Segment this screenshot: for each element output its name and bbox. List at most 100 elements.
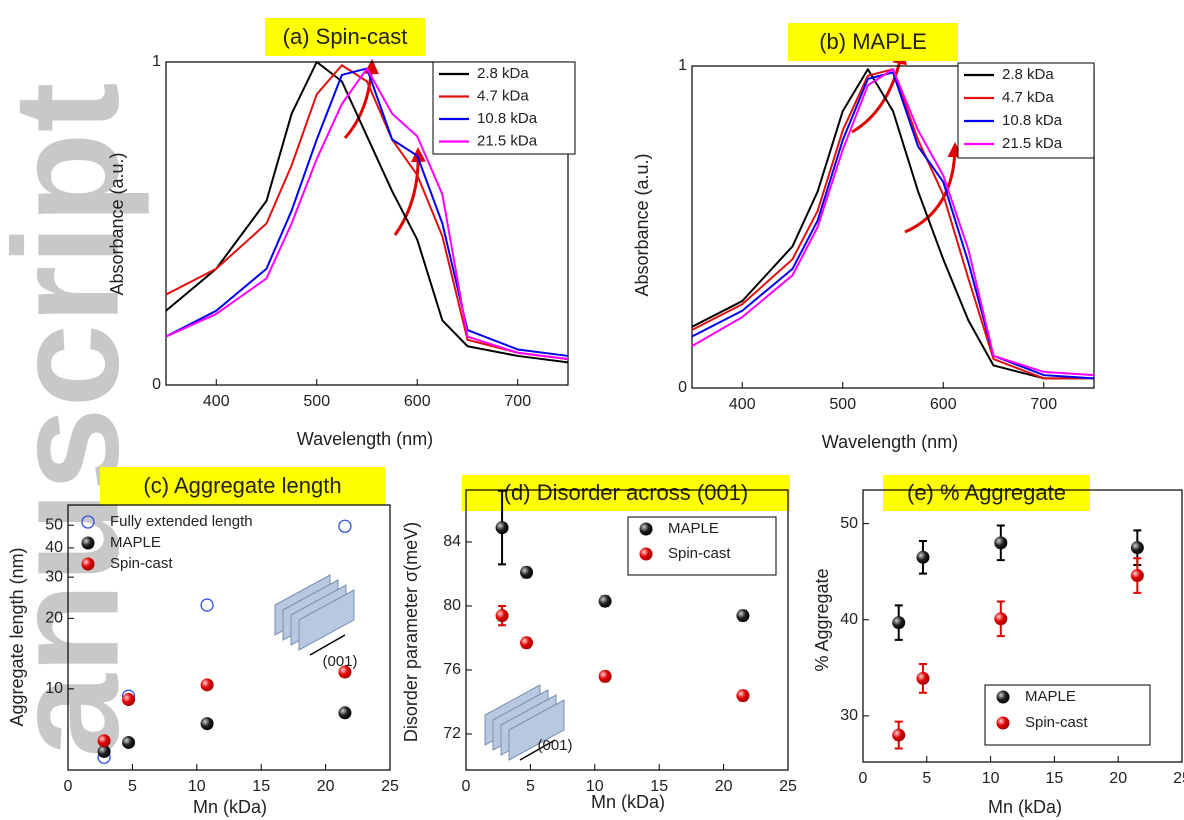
point bbox=[916, 550, 930, 564]
x-tick-label: 20 bbox=[317, 778, 335, 795]
title-box bbox=[100, 467, 385, 505]
point bbox=[495, 521, 509, 535]
y-tick-label: 40 bbox=[45, 539, 63, 556]
legend-swatch bbox=[639, 522, 653, 536]
point bbox=[892, 616, 906, 630]
x-tick-label: 700 bbox=[504, 393, 531, 410]
legend-label: Spin-cast bbox=[1025, 714, 1088, 731]
point bbox=[338, 706, 352, 720]
x-tick-label: 25 bbox=[1173, 770, 1184, 787]
y-tick-label: 20 bbox=[45, 610, 63, 627]
line bbox=[165, 67, 569, 361]
x-tick-label: 20 bbox=[715, 778, 733, 795]
chart-title: (c) Aggregate length bbox=[143, 473, 341, 498]
title-box bbox=[462, 475, 790, 511]
x-tick-label: 500 bbox=[829, 396, 856, 413]
y-axis-label: Absorbance (a.u.) bbox=[107, 152, 127, 295]
point bbox=[736, 689, 750, 703]
x-tick-label: 400 bbox=[729, 396, 756, 413]
legend-box bbox=[432, 61, 576, 155]
x-axis-label: Wavelength (nm) bbox=[822, 432, 958, 452]
legend-label: 2.8 kDa bbox=[477, 65, 529, 82]
point bbox=[97, 734, 111, 748]
point bbox=[916, 671, 930, 685]
y-tick-label: 50 bbox=[45, 516, 63, 533]
legend-label: 21.5 kDa bbox=[477, 132, 538, 149]
x-tick-label: 25 bbox=[779, 778, 797, 795]
point bbox=[994, 536, 1008, 550]
plot-frame bbox=[691, 65, 1095, 389]
plot-frame bbox=[862, 489, 1183, 763]
legend-label: Spin-cast bbox=[668, 545, 731, 562]
point bbox=[736, 609, 750, 623]
x-tick-label: 5 bbox=[128, 778, 137, 795]
x-tick-label: 15 bbox=[252, 778, 270, 795]
x-tick-label: 15 bbox=[650, 778, 668, 795]
plot-frame bbox=[67, 504, 391, 771]
legend-swatch bbox=[639, 547, 653, 561]
x-tick-label: 500 bbox=[303, 393, 330, 410]
legend-label: 21.5 kDa bbox=[1002, 135, 1063, 152]
y-tick-label: 1 bbox=[152, 53, 161, 70]
y-tick-label: 1 bbox=[678, 57, 687, 74]
legend-label: MAPLE bbox=[1025, 688, 1076, 705]
point bbox=[200, 678, 214, 692]
inset-arrow bbox=[309, 634, 556, 761]
x-axis-label: Mn (kDa) bbox=[193, 797, 267, 817]
x-axis-label: Mn (kDa) bbox=[591, 792, 665, 812]
title-box bbox=[883, 475, 1090, 511]
legend-label: 4.7 kDa bbox=[477, 87, 529, 104]
chart-title: (e) % Aggregate bbox=[907, 480, 1066, 505]
point bbox=[520, 565, 534, 579]
point bbox=[598, 594, 612, 608]
x-tick-label: 600 bbox=[404, 393, 431, 410]
point bbox=[1130, 541, 1144, 555]
point bbox=[338, 665, 352, 679]
point bbox=[1130, 569, 1144, 583]
x-tick-label: 600 bbox=[930, 396, 957, 413]
point bbox=[520, 636, 534, 650]
y-tick-label: 80 bbox=[443, 597, 461, 614]
legend-label: MAPLE bbox=[110, 534, 161, 551]
x-tick-label: 0 bbox=[859, 770, 868, 787]
point bbox=[200, 598, 214, 612]
annotation: (001) bbox=[537, 737, 572, 754]
chart-title: (a) Spin-cast bbox=[283, 24, 408, 49]
chart-title: (d) Disorder across (001) bbox=[504, 480, 749, 505]
y-tick-label: 84 bbox=[443, 533, 461, 550]
point bbox=[97, 744, 111, 758]
x-tick-label: 400 bbox=[203, 393, 230, 410]
y-axis-label: Disorder parameter σ(meV) bbox=[401, 522, 421, 742]
x-tick-label: 0 bbox=[64, 778, 73, 795]
x-axis-label: Wavelength (nm) bbox=[297, 429, 433, 449]
x-tick-label: 10 bbox=[982, 770, 1000, 787]
legend-label: 10.8 kDa bbox=[1002, 112, 1063, 129]
point bbox=[598, 669, 612, 683]
watermark: anuscript bbox=[0, 82, 150, 757]
title-box bbox=[788, 23, 958, 61]
chart-title: (b) MAPLE bbox=[819, 29, 927, 54]
legend-swatch bbox=[996, 716, 1010, 730]
x-tick-label: 5 bbox=[922, 770, 931, 787]
point bbox=[122, 693, 136, 707]
line bbox=[691, 68, 1094, 380]
y-axis-label: Aggregate length (nm) bbox=[7, 547, 27, 726]
x-tick-label: 20 bbox=[1109, 770, 1127, 787]
y-tick-label: 76 bbox=[443, 661, 461, 678]
plot-frame bbox=[465, 489, 789, 771]
legend-box bbox=[984, 684, 1151, 746]
x-tick-label: 10 bbox=[586, 778, 604, 795]
annotation: (001) bbox=[322, 653, 357, 670]
line bbox=[691, 68, 1095, 377]
x-tick-label: 0 bbox=[462, 778, 471, 795]
point bbox=[200, 717, 214, 731]
legend-swatch bbox=[996, 690, 1010, 704]
plot-frame bbox=[165, 61, 569, 386]
line bbox=[165, 64, 569, 361]
y-tick-label: 40 bbox=[840, 611, 858, 628]
point bbox=[338, 519, 352, 533]
line bbox=[165, 61, 569, 364]
x-tick-label: 25 bbox=[381, 778, 399, 795]
point bbox=[495, 609, 509, 623]
